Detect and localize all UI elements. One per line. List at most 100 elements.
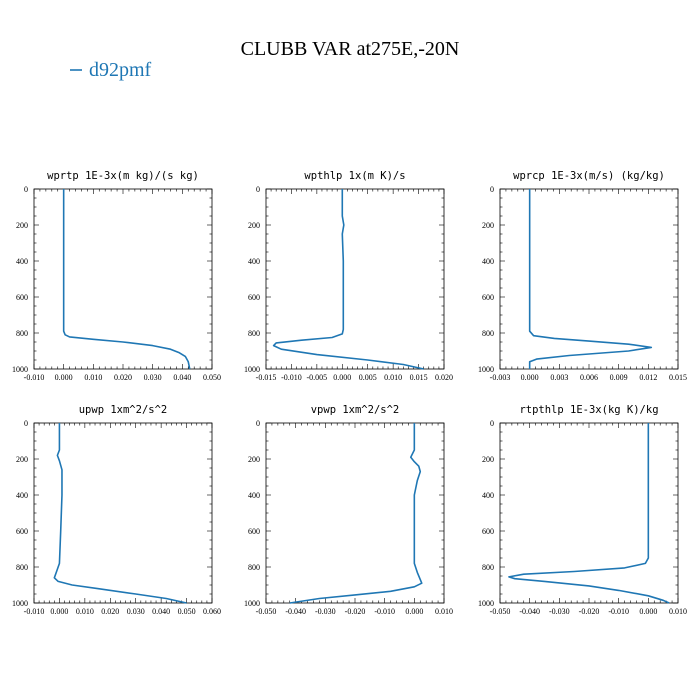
y-tick-label: 0 [256, 185, 260, 194]
y-tick-label: 200 [482, 455, 494, 464]
series-line-d92pmf [53, 423, 187, 604]
y-tick-label: 200 [482, 221, 494, 230]
x-tick-label: -0.005 [307, 373, 328, 382]
y-tick-label: 600 [482, 293, 494, 302]
x-tick-label: 0.010 [76, 607, 94, 616]
y-tick-label: 600 [482, 527, 494, 536]
legend: d92pmf [70, 59, 152, 81]
x-tick-label: 0.020 [114, 373, 132, 382]
x-tick-label: -0.020 [345, 607, 366, 616]
y-tick-label: 200 [248, 221, 260, 230]
x-tick-label: 0.006 [580, 373, 598, 382]
panel-title: upwp 1xm^2/s^2 [79, 404, 168, 416]
x-tick-label: 0.005 [359, 373, 377, 382]
y-tick-label: 600 [16, 527, 28, 536]
y-tick-label: 600 [248, 527, 260, 536]
x-tick-label: 0.020 [101, 607, 119, 616]
x-tick-label: -0.010 [24, 373, 45, 382]
x-tick-label: -0.050 [256, 607, 277, 616]
y-tick-label: 200 [248, 455, 260, 464]
panel-title: wprcp 1E-3x(m/s) (kg/kg) [513, 170, 665, 182]
series-line-d92pmf [62, 189, 191, 370]
y-tick-label: 800 [482, 329, 494, 338]
panel-6: rtpthlp 1E-3x(kg K)/kg -0.050 -0.040 -0.030… [478, 404, 687, 616]
y-tick-label: 1000 [244, 599, 260, 608]
y-tick-label: 0 [24, 185, 28, 194]
x-tick-label: -0.030 [549, 607, 570, 616]
x-tick-label: 0.000 [521, 373, 539, 382]
legend-label: d92pmf [89, 59, 152, 81]
panel-title: wpthlp 1x(m K)/s [304, 170, 405, 182]
figure-title: CLUBB VAR at275E,-20N [241, 38, 460, 60]
panel-title: rtpthlp 1E-3x(kg K)/kg [519, 404, 658, 416]
x-tick-label: 0.009 [610, 373, 628, 382]
panel-title: wprtp 1E-3x(m kg)/(s kg) [47, 170, 199, 182]
x-tick-label: 0.010 [435, 607, 453, 616]
y-tick-label: 1000 [244, 365, 260, 374]
panel-1: wprtp 1E-3x(m kg)/(s kg) -0.010 0.000 0.010… [12, 170, 221, 382]
y-tick-label: 400 [248, 491, 260, 500]
plot-frame [499, 422, 679, 604]
panel-2: wpthlp 1x(m K)/s -0.015 -0.010 -0.005 0.000 0… [244, 170, 453, 382]
y-tick-label: 1000 [12, 365, 28, 374]
x-tick-label: 0.012 [639, 373, 657, 382]
x-tick-label: 0.050 [203, 373, 221, 382]
panel-title: vpwp 1xm^2/s^2 [311, 404, 400, 416]
plot-frame [499, 188, 679, 370]
y-tick-label: 0 [490, 185, 494, 194]
x-tick-label: -0.015 [256, 373, 277, 382]
y-tick-label: 200 [16, 455, 28, 464]
x-tick-label: 0.060 [203, 607, 221, 616]
x-tick-label: -0.010 [374, 607, 395, 616]
x-tick-label: 0.000 [333, 373, 351, 382]
x-tick-label: 0.015 [410, 373, 428, 382]
y-tick-label: 400 [482, 491, 494, 500]
x-tick-label: 0.000 [639, 607, 657, 616]
plot-frame [265, 188, 445, 370]
x-tick-label: 0.003 [550, 373, 568, 382]
x-tick-label: -0.010 [24, 607, 45, 616]
y-tick-label: 1000 [478, 365, 494, 374]
x-tick-label: 0.010 [669, 607, 687, 616]
y-tick-label: 0 [256, 419, 260, 428]
x-tick-label: 0.020 [435, 373, 453, 382]
y-tick-label: 400 [248, 257, 260, 266]
y-tick-label: 600 [16, 293, 28, 302]
x-tick-label: -0.030 [315, 607, 336, 616]
y-tick-label: 800 [16, 329, 28, 338]
x-tick-label: 0.040 [173, 373, 191, 382]
y-tick-label: 800 [16, 563, 28, 572]
x-tick-label: 0.030 [144, 373, 162, 382]
x-tick-label: -0.003 [490, 373, 511, 382]
y-tick-label: 800 [248, 563, 260, 572]
x-tick-label: 0.000 [50, 607, 68, 616]
y-tick-label: 800 [248, 329, 260, 338]
x-tick-label: 0.000 [55, 373, 73, 382]
panel-4: upwp 1xm^2/s^2 -0.010 0.000 0.010 0.020 0.030… [12, 404, 221, 616]
x-tick-label: -0.050 [490, 607, 511, 616]
y-tick-label: 400 [16, 257, 28, 266]
x-tick-label: -0.020 [579, 607, 600, 616]
panel-3: wprcp 1E-3x(m/s) (kg/kg) -0.003 0.000 0.003… [478, 170, 687, 382]
series-line-d92pmf [272, 189, 424, 370]
y-tick-label: 0 [490, 419, 494, 428]
x-tick-label: 0.030 [127, 607, 145, 616]
x-tick-label: 0.010 [84, 373, 102, 382]
y-tick-label: 800 [482, 563, 494, 572]
x-tick-label: 0.050 [178, 607, 196, 616]
x-tick-label: -0.040 [519, 607, 540, 616]
x-tick-label: -0.040 [285, 607, 306, 616]
y-tick-label: 400 [16, 491, 28, 500]
plot-frame [265, 422, 445, 604]
x-tick-label: -0.010 [608, 607, 629, 616]
y-tick-label: 1000 [478, 599, 494, 608]
series-line-d92pmf [508, 423, 670, 604]
series-line-d92pmf [289, 423, 423, 604]
y-tick-label: 1000 [12, 599, 28, 608]
x-tick-label: 0.040 [152, 607, 170, 616]
series-line-d92pmf [528, 189, 653, 369]
y-tick-label: 600 [248, 293, 260, 302]
x-tick-label: 0.010 [384, 373, 402, 382]
y-tick-label: 200 [16, 221, 28, 230]
